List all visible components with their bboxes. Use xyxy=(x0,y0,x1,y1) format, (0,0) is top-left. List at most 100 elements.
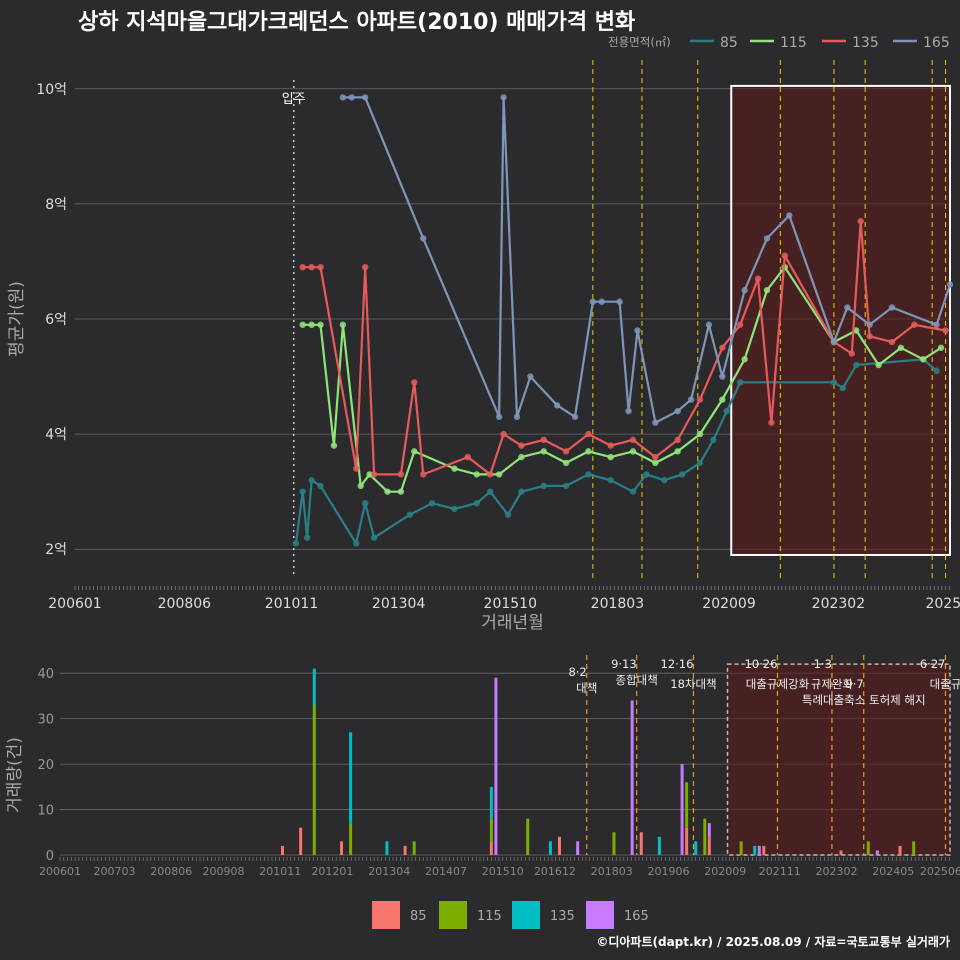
bar-85 xyxy=(281,845,284,855)
bar-x-tick-label: 202111 xyxy=(759,865,801,878)
policy-date-label: 1·3 xyxy=(814,657,832,671)
point-165 xyxy=(500,94,507,101)
bar-115 xyxy=(703,818,707,855)
point-135 xyxy=(866,333,873,340)
x-tick-label: 200601 xyxy=(48,596,101,612)
bar-135 xyxy=(385,841,389,855)
x-axis-title: 거래년월 xyxy=(481,613,544,633)
bar-85 xyxy=(685,827,689,855)
point-135 xyxy=(518,442,525,449)
bar-85 xyxy=(557,836,561,855)
point-135 xyxy=(781,252,789,259)
point-85 xyxy=(473,499,480,507)
bar-165 xyxy=(707,823,711,837)
source-footer: ©디아파트(dapt.kr) / 2025.08.09 / 자료=국토교통부 실… xyxy=(596,935,950,949)
bar-135 xyxy=(489,786,493,819)
point-115 xyxy=(339,321,347,328)
bar-85 xyxy=(707,836,711,855)
bar-85 xyxy=(839,850,843,855)
point-115 xyxy=(853,327,860,334)
bar-165 xyxy=(576,841,580,855)
chart-title: 상하 지석마을그대가크레던스 아파트(2010) 매매가격 변화 xyxy=(78,10,636,35)
point-85 xyxy=(830,379,838,386)
bar-x-tick-label: 201011 xyxy=(259,865,301,878)
point-115 xyxy=(473,471,480,478)
point-115 xyxy=(411,448,418,455)
point-135 xyxy=(562,448,570,455)
bar-165 xyxy=(494,677,498,855)
x-tick-label: 2025 xyxy=(925,596,960,612)
point-85 xyxy=(308,476,315,484)
bar-115 xyxy=(912,841,916,855)
point-115 xyxy=(897,344,905,351)
point-165 xyxy=(763,235,771,242)
bar-135 xyxy=(548,841,552,855)
policy-name-label: 종합대책 xyxy=(616,673,658,687)
point-85 xyxy=(361,499,369,507)
bar-135 xyxy=(753,845,757,855)
bar-165 xyxy=(757,845,761,855)
point-165 xyxy=(687,396,695,403)
x-tick-label: 202009 xyxy=(702,596,755,612)
bar-135 xyxy=(349,732,353,824)
point-135 xyxy=(317,264,324,271)
point-85 xyxy=(486,488,494,495)
x-tick-label: 201510 xyxy=(484,596,537,612)
point-135 xyxy=(629,436,637,444)
point-135 xyxy=(888,338,896,346)
point-85 xyxy=(540,482,547,490)
bar-135 xyxy=(694,841,698,855)
bar-y-tick-label: 40 xyxy=(37,667,54,682)
point-85 xyxy=(504,511,512,518)
bar-165 xyxy=(680,764,684,855)
x-tick-label: 201304 xyxy=(372,596,426,612)
point-135 xyxy=(308,264,315,271)
policy-date-label: 6·27 xyxy=(920,657,946,671)
point-85 xyxy=(678,471,686,478)
policy-date-label: 12·16 xyxy=(661,657,694,671)
point-115 xyxy=(330,442,338,449)
point-165 xyxy=(571,413,579,421)
point-135 xyxy=(652,453,659,461)
bar-85 xyxy=(340,841,344,855)
point-135 xyxy=(768,419,775,426)
point-85 xyxy=(451,505,458,513)
point-85 xyxy=(710,436,717,444)
point-85 xyxy=(406,511,414,518)
y-axis-title: 평균가(원) xyxy=(7,281,27,357)
point-115 xyxy=(562,459,570,467)
point-135 xyxy=(353,465,360,472)
point-115 xyxy=(518,453,525,461)
point-135 xyxy=(754,275,762,282)
point-135 xyxy=(857,217,864,225)
bar-x-tick-label: 200908 xyxy=(202,865,244,878)
bar-y-tick-label: 20 xyxy=(37,758,54,773)
point-165 xyxy=(634,327,641,334)
bar-legend-swatch-115 xyxy=(439,901,467,929)
point-115 xyxy=(495,471,503,478)
point-85 xyxy=(607,476,614,484)
point-85 xyxy=(839,384,847,392)
bar-85 xyxy=(762,845,766,855)
bar-highlight-region xyxy=(726,663,951,856)
point-85 xyxy=(723,407,730,415)
legend-label-115: 115 xyxy=(780,35,807,51)
bar-legend-swatch-135 xyxy=(512,901,540,929)
bar-legend-swatch-85 xyxy=(372,901,400,929)
point-85 xyxy=(933,367,940,374)
point-85 xyxy=(643,471,650,478)
point-165 xyxy=(741,287,748,294)
point-165 xyxy=(527,373,534,380)
point-165 xyxy=(705,321,713,328)
bar-x-tick-label: 201201 xyxy=(311,865,353,878)
point-165 xyxy=(553,402,561,409)
bar-115 xyxy=(349,823,353,855)
point-115 xyxy=(585,448,592,455)
point-165 xyxy=(420,235,427,242)
bar-x-tick-label: 201803 xyxy=(591,865,633,878)
point-85 xyxy=(299,488,306,495)
y-tick-label: 10억 xyxy=(36,82,67,98)
point-115 xyxy=(937,344,945,351)
bar-x-tick-label: 201612 xyxy=(534,865,576,878)
